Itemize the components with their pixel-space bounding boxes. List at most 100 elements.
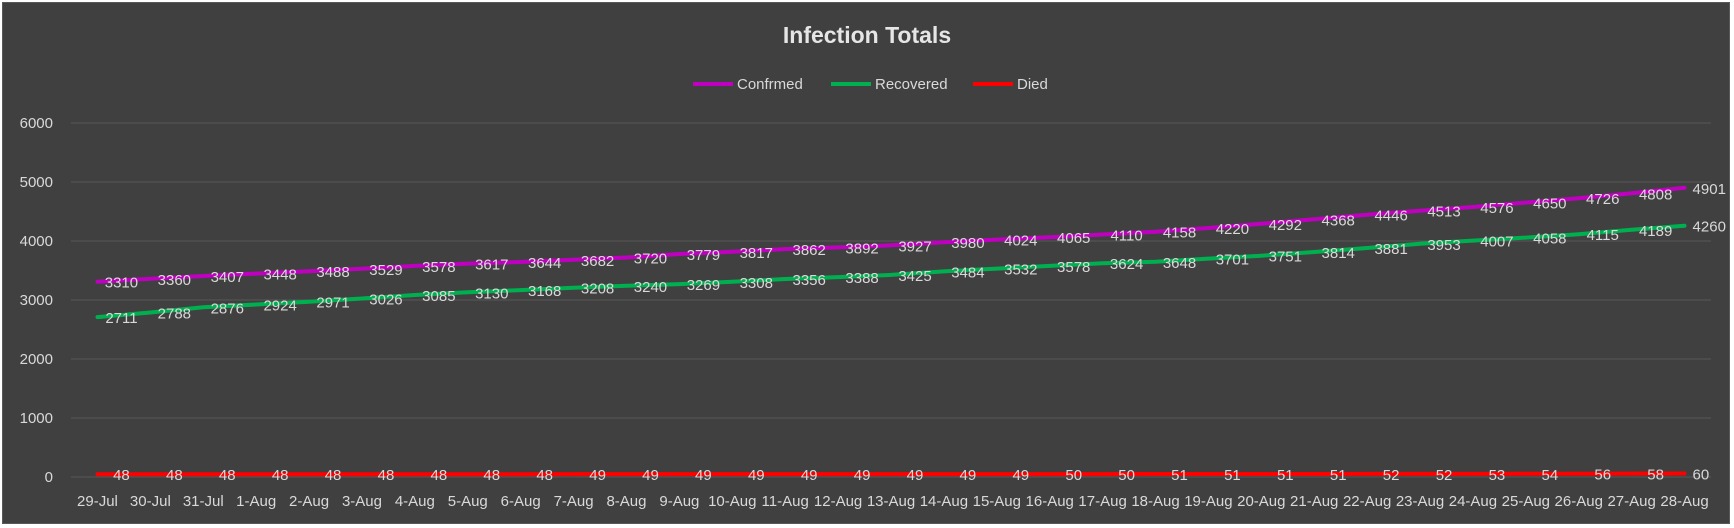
data-label: 50 bbox=[1065, 467, 1082, 484]
data-label: 48 bbox=[483, 467, 500, 484]
data-label: 49 bbox=[589, 467, 606, 484]
data-label: 3779 bbox=[687, 247, 720, 264]
x-tick-label: 26-Aug bbox=[1555, 493, 1603, 510]
data-label: 4726 bbox=[1586, 191, 1619, 208]
data-label: 49 bbox=[907, 467, 924, 484]
data-label: 4065 bbox=[1057, 230, 1090, 247]
y-tick-label: 5000 bbox=[20, 174, 53, 191]
data-label: 58 bbox=[1647, 467, 1664, 484]
y-tick-label: 2000 bbox=[20, 351, 53, 368]
x-tick-label: 19-Aug bbox=[1184, 493, 1232, 510]
data-label: 3817 bbox=[740, 245, 773, 262]
x-tick-label: 1-Aug bbox=[236, 493, 276, 510]
data-label: 4110 bbox=[1110, 228, 1142, 245]
y-tick-label: 3000 bbox=[20, 292, 53, 309]
x-tick-label: 11-Aug bbox=[762, 493, 809, 510]
data-label: 4024 bbox=[1004, 233, 1037, 250]
x-tick-label: 18-Aug bbox=[1131, 493, 1179, 510]
data-label: 49 bbox=[854, 467, 871, 484]
data-label: 53 bbox=[1489, 467, 1506, 484]
data-label: 49 bbox=[1012, 467, 1029, 484]
data-label: 3425 bbox=[898, 268, 931, 285]
data-label: 4901 bbox=[1693, 181, 1726, 198]
data-label: 48 bbox=[113, 467, 130, 484]
data-label: 3624 bbox=[1110, 256, 1143, 273]
data-label: 3360 bbox=[158, 272, 191, 289]
data-label: 3529 bbox=[369, 262, 402, 279]
data-label: 51 bbox=[1330, 467, 1347, 484]
data-label: 49 bbox=[695, 467, 712, 484]
data-label: 2788 bbox=[158, 306, 191, 323]
x-tick-label: 27-Aug bbox=[1607, 493, 1655, 510]
data-label: 4158 bbox=[1163, 225, 1196, 242]
data-label: 3532 bbox=[1004, 262, 1037, 279]
x-axis-ticks: 29-Jul 30-Jul 31-Jul 1-Aug 2-Aug 3-Aug 4-Aug 5-… bbox=[77, 493, 1709, 510]
y-tick-label: 1000 bbox=[20, 410, 53, 427]
data-label: 3168 bbox=[528, 283, 561, 300]
data-label: 3484 bbox=[951, 264, 984, 281]
data-label: 48 bbox=[166, 467, 183, 484]
data-label: 3085 bbox=[422, 288, 455, 305]
data-label: 48 bbox=[431, 467, 448, 484]
line-chart: Infection Totals Confrmed Recovered Died 0… bbox=[20, 22, 1726, 510]
x-tick-label: 14-Aug bbox=[920, 493, 968, 510]
data-label: 2711 bbox=[105, 310, 137, 327]
x-tick-label: 7-Aug bbox=[554, 493, 594, 510]
data-label: 3578 bbox=[1057, 259, 1090, 276]
y-tick-label: 0 bbox=[45, 469, 53, 486]
data-label: 2924 bbox=[263, 297, 296, 314]
data-label: 4292 bbox=[1269, 217, 1302, 234]
x-tick-label: 21-Aug bbox=[1290, 493, 1338, 510]
data-label: 3927 bbox=[898, 238, 931, 255]
data-label: 4007 bbox=[1480, 234, 1513, 251]
data-label: 4513 bbox=[1427, 204, 1460, 221]
series-line bbox=[95, 185, 1687, 284]
data-label: 3308 bbox=[740, 275, 773, 292]
data-label: 3862 bbox=[793, 242, 826, 259]
data-label: 4368 bbox=[1322, 212, 1355, 229]
x-tick-label: 9-Aug bbox=[659, 493, 699, 510]
data-label: 4189 bbox=[1639, 223, 1672, 240]
x-tick-label: 28-Aug bbox=[1660, 493, 1708, 510]
data-label: 3701 bbox=[1216, 252, 1249, 269]
chart-title: Infection Totals bbox=[783, 22, 951, 48]
x-tick-label: 17-Aug bbox=[1078, 493, 1126, 510]
data-label: 4808 bbox=[1639, 186, 1672, 203]
x-tick-label: 31-Jul bbox=[183, 493, 224, 510]
data-label: 3682 bbox=[581, 253, 614, 270]
data-label: 51 bbox=[1277, 467, 1294, 484]
x-tick-label: 13-Aug bbox=[867, 493, 915, 510]
data-label: 56 bbox=[1594, 467, 1611, 484]
data-label: 51 bbox=[1171, 467, 1188, 484]
legend-label: Recovered bbox=[875, 76, 948, 93]
x-tick-label: 3-Aug bbox=[342, 493, 382, 510]
data-label: 49 bbox=[642, 467, 659, 484]
data-label: 4115 bbox=[1587, 227, 1619, 244]
data-label: 48 bbox=[378, 467, 395, 484]
data-label: 48 bbox=[325, 467, 342, 484]
x-tick-label: 8-Aug bbox=[606, 493, 646, 510]
data-label: 48 bbox=[272, 467, 289, 484]
data-label: 49 bbox=[960, 467, 977, 484]
data-label: 3240 bbox=[634, 279, 667, 296]
x-tick-label: 4-Aug bbox=[395, 493, 435, 510]
data-label: 3130 bbox=[475, 285, 508, 302]
x-tick-label: 6-Aug bbox=[501, 493, 541, 510]
data-label: 2971 bbox=[316, 295, 349, 312]
x-tick-label: 15-Aug bbox=[973, 493, 1021, 510]
data-label: 3892 bbox=[845, 240, 878, 257]
x-tick-label: 5-Aug bbox=[448, 493, 488, 510]
data-label: 4650 bbox=[1533, 196, 1566, 213]
data-label: 3488 bbox=[316, 264, 349, 281]
x-tick-label: 24-Aug bbox=[1449, 493, 1497, 510]
x-tick-label: 16-Aug bbox=[1026, 493, 1074, 510]
data-label: 3448 bbox=[263, 267, 296, 284]
data-label: 3617 bbox=[475, 257, 508, 274]
x-tick-label: 29-Jul bbox=[77, 493, 118, 510]
series-lines bbox=[95, 185, 1687, 477]
x-tick-label: 30-Jul bbox=[130, 493, 171, 510]
data-label: 3407 bbox=[211, 269, 244, 286]
data-label: 3648 bbox=[1163, 255, 1196, 272]
data-label: 48 bbox=[219, 467, 236, 484]
x-tick-label: 10-Aug bbox=[708, 493, 756, 510]
